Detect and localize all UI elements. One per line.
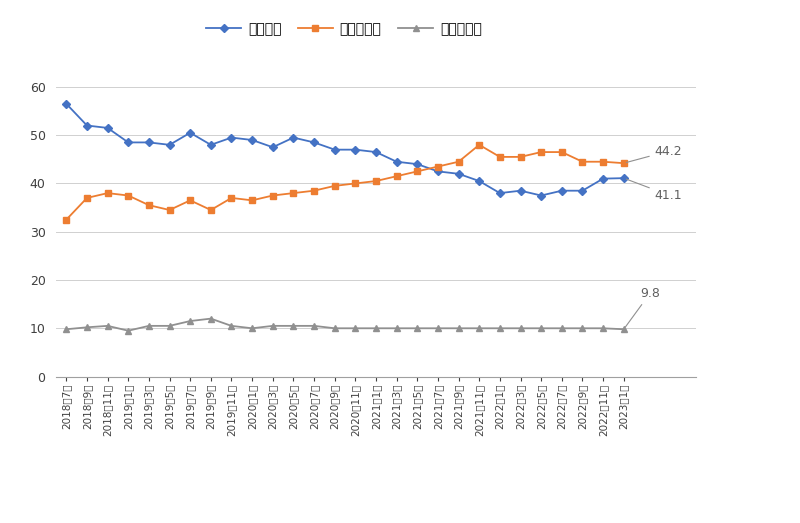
与党連合 (619, 175, 629, 181)
６野党協力 (268, 192, 278, 199)
与党連合 (454, 170, 463, 177)
６野党協力 (495, 154, 505, 160)
Text: 9.8: 9.8 (626, 287, 660, 327)
与党連合 (516, 188, 526, 194)
クルド政党 (247, 325, 257, 332)
与党連合 (165, 142, 174, 148)
与党連合 (474, 178, 484, 184)
クルド政党 (557, 325, 566, 332)
６野党協力 (598, 158, 608, 165)
クルド政党 (330, 325, 339, 332)
クルド政党 (598, 325, 608, 332)
クルド政党 (310, 323, 319, 329)
クルド政党 (186, 318, 195, 324)
６野党協力 (516, 154, 526, 160)
与党連合 (433, 168, 442, 175)
クルド政党 (413, 325, 422, 332)
Text: 44.2: 44.2 (626, 144, 682, 163)
６野党協力 (371, 178, 381, 184)
６野党協力 (103, 190, 113, 196)
クルド政党 (123, 327, 133, 334)
６野党協力 (392, 173, 402, 179)
与党連合 (310, 139, 319, 145)
クルド政党 (495, 325, 505, 332)
与党連合 (186, 130, 195, 136)
与党連合 (557, 188, 566, 194)
クルド政党 (268, 323, 278, 329)
クルド政党 (165, 323, 174, 329)
６野党協力 (536, 149, 546, 155)
クルド政党 (144, 323, 154, 329)
クルド政党 (206, 315, 216, 322)
６野党協力 (310, 188, 319, 194)
与党連合 (330, 146, 339, 153)
クルド政党 (371, 325, 381, 332)
与党連合 (413, 161, 422, 167)
クルド政党 (536, 325, 546, 332)
６野党協力 (226, 195, 236, 201)
６野党協力 (433, 163, 442, 169)
与党連合 (495, 190, 505, 196)
クルド政党 (289, 323, 298, 329)
クルド政党 (619, 326, 629, 333)
与党連合 (62, 100, 71, 107)
６野党協力 (350, 180, 360, 187)
クルド政党 (82, 324, 92, 331)
与党連合 (144, 139, 154, 145)
与党連合 (82, 122, 92, 129)
６野党協力 (619, 160, 629, 166)
クルド政党 (516, 325, 526, 332)
クルド政党 (578, 325, 587, 332)
与党連合 (268, 144, 278, 151)
与党連合 (226, 134, 236, 141)
クルド政党 (62, 326, 71, 333)
与党連合 (371, 149, 381, 155)
６野党協力 (82, 195, 92, 201)
Legend: 与党連合, ６野党協力, クルド政党: 与党連合, ６野党協力, クルド政党 (201, 16, 487, 41)
クルド政党 (350, 325, 360, 332)
クルド政党 (226, 323, 236, 329)
クルド政党 (474, 325, 484, 332)
６野党協力 (454, 158, 463, 165)
与党連合 (123, 139, 133, 145)
与党連合 (206, 142, 216, 148)
Text: 41.1: 41.1 (626, 179, 682, 201)
クルド政党 (103, 323, 113, 329)
６野党協力 (557, 149, 566, 155)
Line: クルド政党: クルド政党 (63, 316, 626, 334)
６野党協力 (289, 190, 298, 196)
６野党協力 (413, 168, 422, 175)
与党連合 (536, 192, 546, 199)
６野党協力 (123, 192, 133, 199)
６野党協力 (186, 197, 195, 203)
６野党協力 (474, 142, 484, 148)
与党連合 (578, 188, 587, 194)
与党連合 (103, 125, 113, 131)
与党連合 (350, 146, 360, 153)
Line: 与党連合: 与党連合 (63, 101, 626, 198)
与党連合 (289, 134, 298, 141)
６野党協力 (330, 183, 339, 189)
与党連合 (598, 176, 608, 182)
クルド政党 (392, 325, 402, 332)
クルド政党 (433, 325, 442, 332)
６野党協力 (578, 158, 587, 165)
クルド政党 (454, 325, 463, 332)
与党連合 (247, 137, 257, 143)
与党連合 (392, 158, 402, 165)
６野党協力 (247, 197, 257, 203)
６野党協力 (165, 207, 174, 213)
Line: ６野党協力: ６野党協力 (63, 142, 627, 223)
６野党協力 (144, 202, 154, 208)
６野党協力 (206, 207, 216, 213)
６野党協力 (62, 217, 71, 223)
